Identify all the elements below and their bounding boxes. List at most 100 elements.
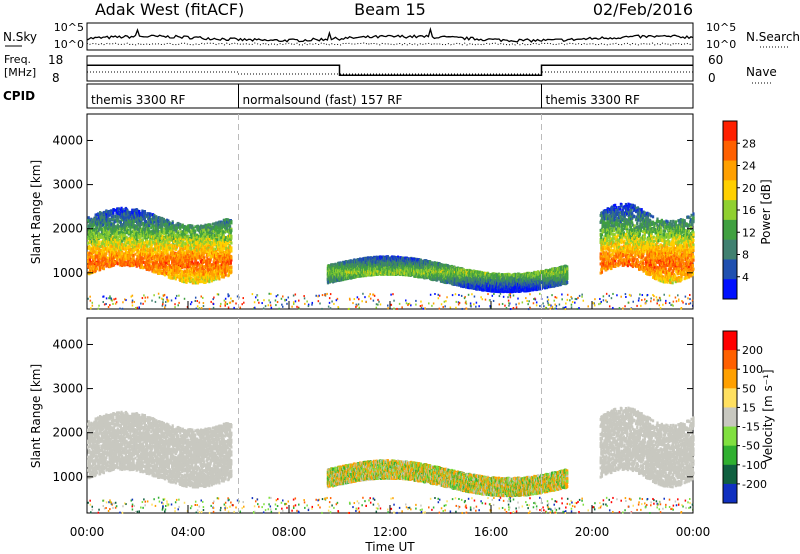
power-cell bbox=[186, 277, 189, 281]
power-cell bbox=[181, 233, 184, 237]
power-cell bbox=[124, 223, 127, 227]
power-cell bbox=[186, 245, 189, 249]
power-cell bbox=[92, 239, 95, 243]
power-cell bbox=[129, 210, 132, 214]
power-cell bbox=[121, 213, 124, 217]
power-cell bbox=[88, 265, 92, 269]
power-cell bbox=[128, 264, 131, 268]
power-cell bbox=[109, 217, 112, 221]
power-cell bbox=[106, 214, 109, 218]
power-cell bbox=[208, 252, 211, 256]
power-cell bbox=[184, 263, 187, 267]
power-cell bbox=[151, 237, 154, 241]
power-cell bbox=[186, 238, 189, 242]
power-cell bbox=[123, 233, 126, 237]
power-cell bbox=[142, 217, 145, 221]
power-cell bbox=[137, 254, 140, 258]
power-cell bbox=[143, 241, 146, 245]
power-cell bbox=[156, 269, 159, 273]
power-cell bbox=[87, 251, 90, 255]
power-cell bbox=[179, 264, 182, 268]
power-cell bbox=[88, 260, 91, 264]
power-cell bbox=[175, 229, 178, 233]
power-cell bbox=[140, 254, 143, 258]
power-cell bbox=[140, 229, 143, 233]
power-cell bbox=[106, 259, 109, 263]
power-cell bbox=[114, 232, 117, 236]
power-cell bbox=[112, 211, 115, 215]
power-cell bbox=[182, 260, 186, 264]
power-cell bbox=[189, 280, 192, 284]
power-cell bbox=[153, 214, 156, 218]
nave-label: Nave bbox=[746, 65, 777, 79]
power-cell bbox=[188, 265, 191, 269]
power-cell bbox=[230, 249, 233, 253]
power-cell bbox=[160, 225, 164, 229]
power-cell bbox=[193, 234, 196, 238]
power-cell bbox=[224, 273, 227, 277]
power-cell bbox=[137, 242, 140, 246]
power-cell bbox=[119, 220, 123, 224]
power-cell bbox=[123, 239, 126, 243]
power-cell bbox=[196, 235, 200, 239]
power-cell bbox=[165, 243, 168, 247]
power-cell bbox=[116, 257, 119, 261]
power-cell bbox=[176, 226, 179, 230]
power-cell bbox=[153, 261, 157, 265]
power-cell bbox=[100, 218, 103, 222]
power-cell bbox=[177, 270, 181, 274]
power-cell bbox=[124, 216, 127, 220]
power-cell bbox=[159, 221, 162, 225]
beam-title: Beam 15 bbox=[354, 0, 426, 19]
power-cell bbox=[121, 252, 124, 256]
power-cell bbox=[90, 234, 93, 238]
power-cell bbox=[131, 233, 134, 237]
power-cell bbox=[184, 265, 187, 269]
power-cell bbox=[157, 220, 160, 224]
power-cell bbox=[100, 212, 103, 216]
power-cell bbox=[174, 273, 177, 277]
power-cell bbox=[195, 251, 198, 255]
power-cell bbox=[93, 236, 97, 240]
power-cell bbox=[178, 260, 181, 264]
power-cell bbox=[174, 237, 177, 241]
power-cell bbox=[158, 249, 162, 253]
power-cell bbox=[148, 259, 151, 263]
power-cell bbox=[148, 262, 151, 266]
power-cell bbox=[179, 277, 182, 281]
power-cell bbox=[131, 230, 135, 234]
power-cell bbox=[128, 232, 131, 236]
power-cell bbox=[157, 246, 160, 250]
power-cell bbox=[163, 260, 166, 264]
power-cell bbox=[129, 220, 133, 224]
power-cell bbox=[230, 241, 233, 245]
noise-right-label: N.Search bbox=[746, 30, 800, 44]
power-cell bbox=[191, 249, 194, 253]
date-title: 02/Feb/2016 bbox=[593, 0, 693, 19]
power-cell bbox=[230, 255, 233, 259]
power-cell bbox=[119, 235, 123, 239]
power-cell bbox=[162, 252, 165, 256]
power-cell bbox=[179, 230, 182, 234]
power-cell bbox=[89, 240, 92, 244]
power-cell bbox=[117, 219, 121, 223]
power-cell bbox=[186, 247, 189, 251]
power-cell bbox=[88, 268, 92, 272]
power-cell bbox=[164, 273, 167, 277]
freq-tick-bottom-left: 8 bbox=[52, 71, 60, 85]
power-cell bbox=[119, 215, 123, 219]
power-cell bbox=[186, 242, 189, 246]
power-cell bbox=[193, 231, 196, 235]
power-cell bbox=[136, 227, 140, 231]
power-cell bbox=[98, 248, 101, 252]
power-cell bbox=[199, 279, 202, 283]
power-cell bbox=[92, 256, 95, 260]
power-cell bbox=[196, 281, 200, 285]
power-cell bbox=[140, 240, 143, 244]
power-cell bbox=[152, 252, 155, 256]
power-cell bbox=[97, 257, 100, 261]
power-cell bbox=[118, 256, 121, 260]
power-cell bbox=[194, 258, 198, 262]
power-cell bbox=[99, 225, 102, 229]
power-cell bbox=[150, 260, 153, 264]
